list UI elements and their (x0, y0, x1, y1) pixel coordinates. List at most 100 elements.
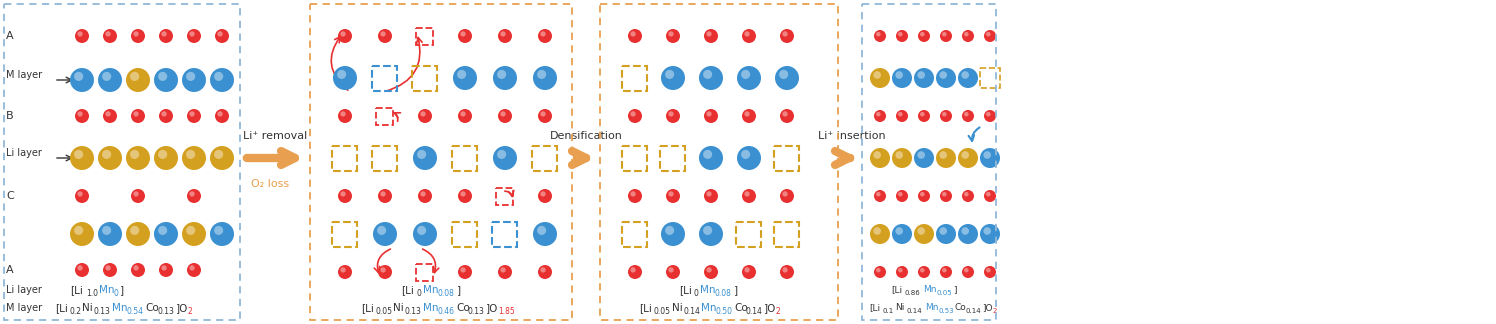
Circle shape (209, 222, 233, 246)
Circle shape (458, 265, 473, 279)
Circle shape (782, 267, 788, 272)
Circle shape (187, 29, 200, 43)
Bar (413, 65, 437, 90)
Text: ]O: ]O (486, 303, 498, 313)
Text: Ni: Ni (82, 303, 93, 313)
Circle shape (458, 70, 467, 79)
Circle shape (500, 111, 506, 117)
Circle shape (898, 192, 902, 196)
Circle shape (373, 222, 396, 246)
Text: ]O: ]O (177, 303, 188, 313)
Circle shape (420, 191, 426, 197)
Circle shape (942, 32, 947, 37)
Circle shape (75, 226, 84, 235)
Text: B: B (6, 111, 13, 121)
Circle shape (669, 191, 673, 197)
Circle shape (337, 70, 346, 79)
Circle shape (898, 268, 902, 272)
Circle shape (745, 111, 749, 117)
Circle shape (500, 31, 506, 37)
Text: Mn: Mn (423, 303, 438, 313)
Text: Co: Co (456, 303, 470, 313)
Circle shape (630, 31, 636, 37)
Circle shape (742, 29, 755, 43)
Bar (416, 28, 434, 44)
Circle shape (782, 191, 788, 197)
Bar (622, 145, 648, 170)
Text: 2: 2 (188, 307, 193, 316)
Circle shape (494, 66, 518, 90)
Circle shape (914, 148, 934, 168)
Circle shape (130, 226, 139, 235)
Text: Mn: Mn (112, 303, 127, 313)
Text: Ni: Ni (895, 304, 905, 313)
Circle shape (162, 265, 166, 271)
Text: 0.86: 0.86 (905, 290, 920, 296)
Text: A: A (6, 31, 13, 41)
Circle shape (666, 189, 681, 203)
Text: O₂ loss: O₂ loss (251, 179, 289, 189)
Text: Li layer: Li layer (6, 285, 42, 295)
Bar (332, 145, 358, 170)
Circle shape (871, 224, 890, 244)
Circle shape (699, 222, 723, 246)
Text: 2: 2 (993, 308, 998, 314)
Circle shape (705, 109, 718, 123)
Circle shape (461, 191, 465, 197)
Bar (4, 4, 239, 320)
Text: 0.53: 0.53 (939, 308, 954, 314)
Bar (452, 222, 477, 247)
Circle shape (706, 31, 712, 37)
Circle shape (540, 31, 546, 37)
Text: Li⁺ insertion: Li⁺ insertion (818, 131, 886, 141)
Bar (377, 108, 393, 124)
Circle shape (957, 224, 978, 244)
Circle shape (914, 68, 934, 88)
Circle shape (78, 111, 82, 117)
Text: 0.13: 0.13 (405, 307, 422, 316)
Circle shape (980, 148, 999, 168)
Circle shape (962, 151, 969, 159)
Circle shape (461, 31, 465, 37)
Circle shape (500, 267, 506, 272)
Circle shape (540, 191, 546, 197)
Circle shape (338, 265, 352, 279)
Circle shape (666, 109, 681, 123)
Circle shape (159, 72, 168, 81)
Text: 0.14: 0.14 (966, 308, 981, 314)
Circle shape (498, 29, 512, 43)
Circle shape (214, 150, 223, 159)
Circle shape (186, 72, 194, 81)
Circle shape (341, 31, 346, 37)
Circle shape (666, 265, 681, 279)
Circle shape (745, 267, 749, 272)
Text: 0.2: 0.2 (70, 307, 82, 316)
Circle shape (741, 70, 749, 79)
Text: 0.46: 0.46 (438, 307, 455, 316)
Circle shape (920, 268, 925, 272)
Circle shape (494, 146, 518, 170)
Circle shape (942, 112, 947, 117)
Bar (497, 188, 513, 204)
Circle shape (877, 32, 881, 37)
Text: [Li: [Li (679, 285, 691, 295)
Circle shape (186, 226, 194, 235)
Circle shape (984, 190, 996, 202)
Circle shape (874, 190, 886, 202)
Circle shape (742, 189, 755, 203)
Circle shape (775, 66, 799, 90)
Circle shape (380, 267, 386, 272)
Circle shape (453, 66, 477, 90)
Circle shape (338, 29, 352, 43)
Circle shape (75, 189, 88, 203)
Text: 0.50: 0.50 (717, 307, 733, 316)
Circle shape (159, 226, 168, 235)
Circle shape (540, 111, 546, 117)
Circle shape (539, 189, 552, 203)
Circle shape (703, 226, 712, 235)
Circle shape (896, 190, 908, 202)
Circle shape (984, 110, 996, 122)
Circle shape (877, 112, 881, 117)
Circle shape (126, 68, 150, 92)
Circle shape (706, 191, 712, 197)
